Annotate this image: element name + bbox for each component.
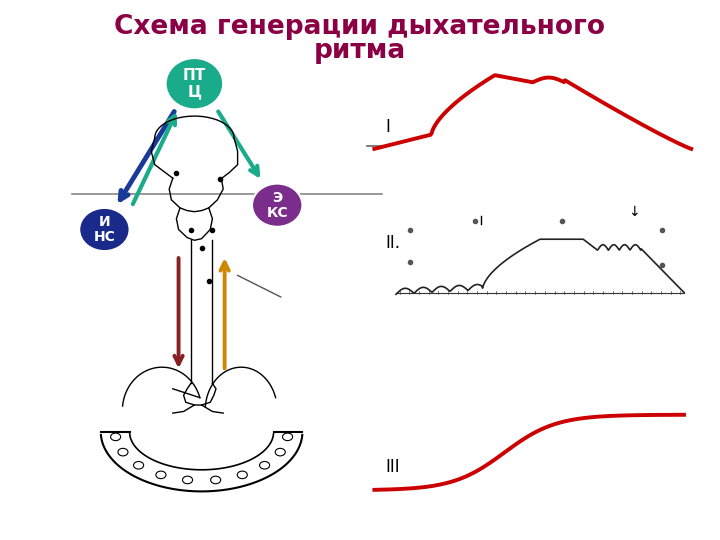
Ellipse shape [166, 58, 223, 109]
Text: ПТ
Ц: ПТ Ц [183, 68, 206, 99]
Ellipse shape [79, 208, 130, 251]
Text: И
НС: И НС [94, 215, 115, 244]
Ellipse shape [252, 184, 302, 227]
Text: II.: II. [385, 234, 400, 252]
Text: Э
КС: Э КС [266, 191, 288, 220]
Text: ↓: ↓ [628, 205, 639, 219]
Text: III: III [385, 458, 400, 476]
Text: ритма: ритма [314, 38, 406, 64]
Text: I: I [385, 118, 390, 136]
Text: Схема генерации дыхательного: Схема генерации дыхательного [114, 14, 606, 39]
